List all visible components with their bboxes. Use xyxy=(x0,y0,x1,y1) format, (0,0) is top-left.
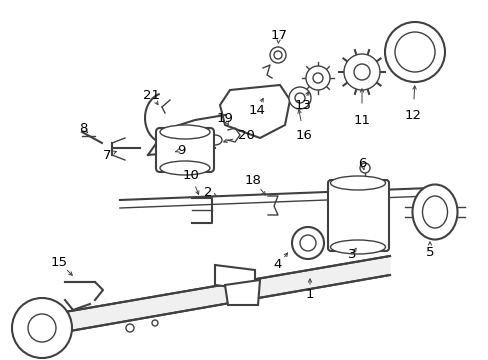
Polygon shape xyxy=(224,280,260,305)
Text: 4: 4 xyxy=(273,258,282,271)
Text: 14: 14 xyxy=(248,104,265,117)
Text: 18: 18 xyxy=(244,174,261,186)
Text: 8: 8 xyxy=(79,122,87,135)
Circle shape xyxy=(288,87,310,109)
FancyBboxPatch shape xyxy=(156,128,214,172)
Circle shape xyxy=(273,51,282,59)
FancyBboxPatch shape xyxy=(327,180,388,251)
Text: 2: 2 xyxy=(203,185,212,198)
Text: 11: 11 xyxy=(353,113,370,126)
Ellipse shape xyxy=(422,196,447,228)
Polygon shape xyxy=(220,85,289,138)
Text: 20: 20 xyxy=(237,129,254,141)
Circle shape xyxy=(353,64,369,80)
Circle shape xyxy=(28,314,56,342)
Text: 9: 9 xyxy=(177,144,185,157)
Polygon shape xyxy=(30,256,389,338)
Circle shape xyxy=(152,320,158,326)
Circle shape xyxy=(312,73,323,83)
Ellipse shape xyxy=(160,125,209,139)
Text: 17: 17 xyxy=(270,28,287,41)
Circle shape xyxy=(359,163,369,173)
Ellipse shape xyxy=(160,161,209,175)
Text: 12: 12 xyxy=(404,108,421,122)
Ellipse shape xyxy=(412,185,457,239)
Text: 19: 19 xyxy=(216,112,233,125)
Circle shape xyxy=(305,66,329,90)
Circle shape xyxy=(384,22,444,82)
Circle shape xyxy=(294,93,305,103)
Text: 1: 1 xyxy=(305,288,314,302)
Circle shape xyxy=(394,32,434,72)
Text: 16: 16 xyxy=(295,129,312,141)
Circle shape xyxy=(12,298,72,358)
Ellipse shape xyxy=(330,240,385,254)
Circle shape xyxy=(299,235,315,251)
Text: 7: 7 xyxy=(102,149,111,162)
Text: 15: 15 xyxy=(50,256,67,269)
Circle shape xyxy=(343,54,379,90)
Text: 5: 5 xyxy=(425,246,433,258)
Ellipse shape xyxy=(207,135,222,145)
Text: 21: 21 xyxy=(143,89,160,102)
Ellipse shape xyxy=(330,176,385,190)
Circle shape xyxy=(291,227,324,259)
Text: 10: 10 xyxy=(182,168,199,181)
Circle shape xyxy=(269,47,285,63)
Text: 3: 3 xyxy=(347,248,356,261)
Text: 13: 13 xyxy=(294,99,311,112)
Circle shape xyxy=(126,324,134,332)
Text: 6: 6 xyxy=(357,157,366,170)
Polygon shape xyxy=(215,265,254,290)
